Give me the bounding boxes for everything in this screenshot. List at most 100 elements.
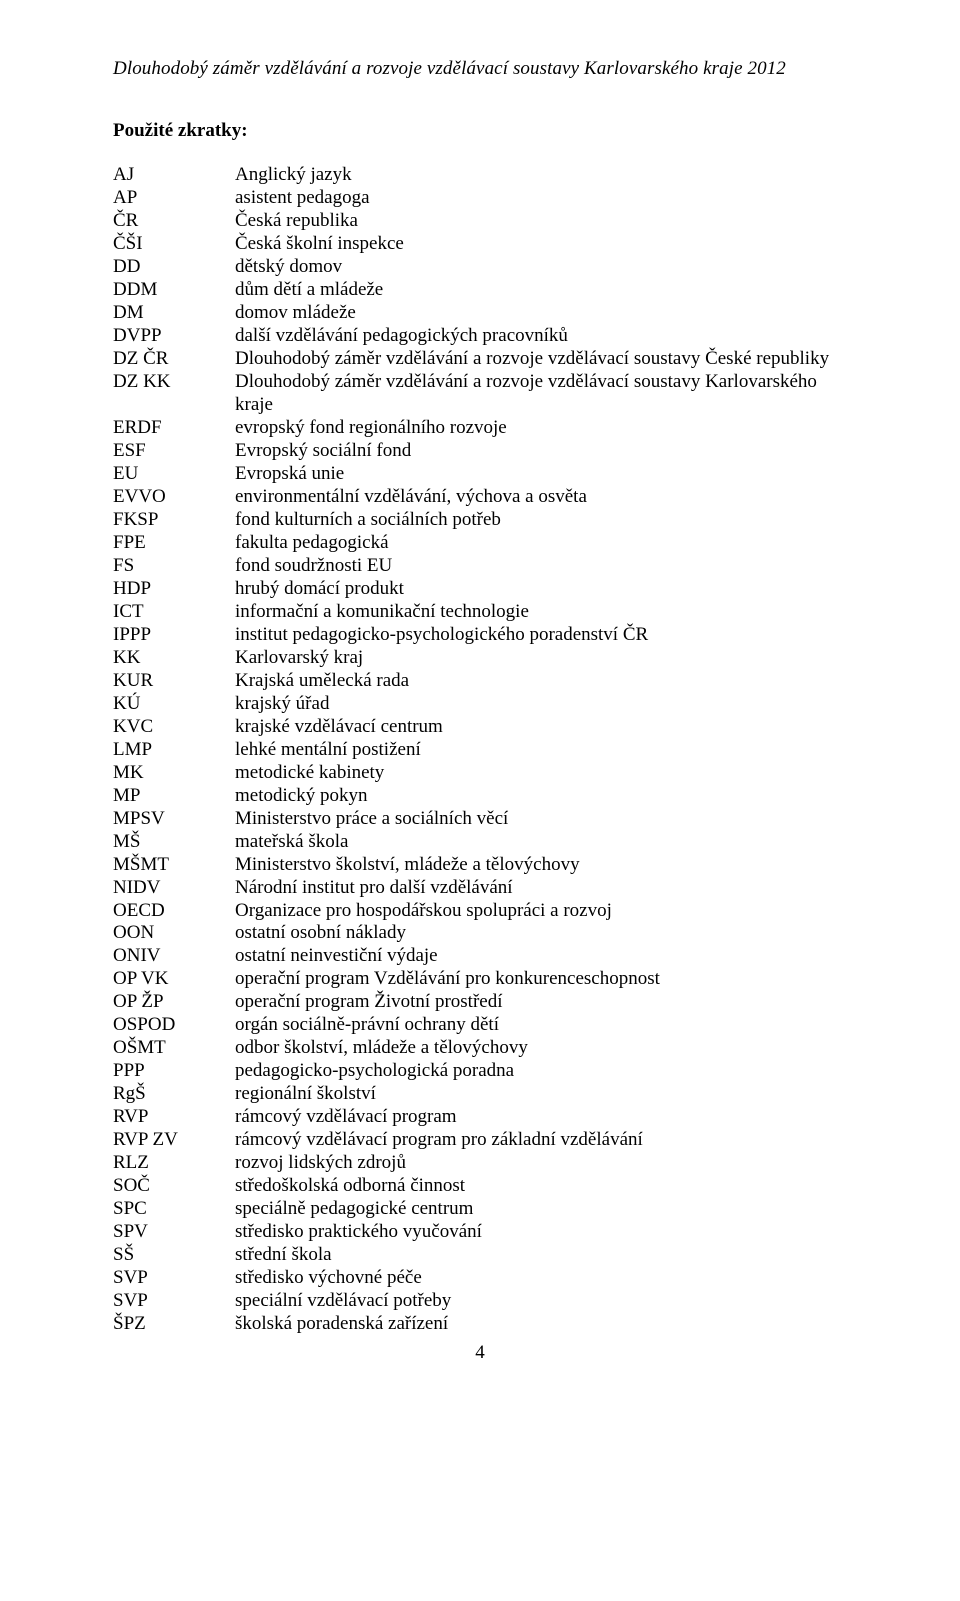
abbrev-row: MPmetodický pokyn — [113, 785, 847, 808]
abbrev-key: OP VK — [113, 968, 235, 991]
abbrev-value: dětský domov — [235, 256, 847, 279]
abbrev-key: KUR — [113, 670, 235, 693]
abbrev-row: FSfond soudržnosti EU — [113, 555, 847, 578]
abbrev-row: ESFEvropský sociální fond — [113, 440, 847, 463]
abbrev-key: OON — [113, 922, 235, 945]
abbrev-key: ČR — [113, 210, 235, 233]
abbrev-row: ČRČeská republika — [113, 210, 847, 233]
abbrev-key: OECD — [113, 900, 235, 923]
abbrev-value: Dlouhodobý záměr vzdělávání a rozvoje vz… — [235, 371, 847, 417]
abbrev-key: SVP — [113, 1267, 235, 1290]
abbrev-value: Anglický jazyk — [235, 164, 847, 187]
abbrev-key: RgŠ — [113, 1083, 235, 1106]
abbrev-row: DDMdům dětí a mládeže — [113, 279, 847, 302]
abbrev-value: středisko praktického vyučování — [235, 1221, 847, 1244]
abbrev-value: Česká republika — [235, 210, 847, 233]
abbrev-value: rozvoj lidských zdrojů — [235, 1152, 847, 1175]
abbrev-row: SOČstředoškolská odborná činnost — [113, 1175, 847, 1198]
abbrev-key: PPP — [113, 1060, 235, 1083]
abbrev-key: ESF — [113, 440, 235, 463]
abbrev-row: OP ŽPoperační program Životní prostředí — [113, 991, 847, 1014]
abbrev-value: Národní institut pro další vzdělávání — [235, 877, 847, 900]
abbrev-row: ERDFevropský fond regionálního rozvoje — [113, 417, 847, 440]
abbrev-row: AJAnglický jazyk — [113, 164, 847, 187]
abbrev-key: DDM — [113, 279, 235, 302]
abbrev-row: SVPspeciální vzdělávací potřeby — [113, 1290, 847, 1313]
abbrev-key: AJ — [113, 164, 235, 187]
abbrev-value: fond soudržnosti EU — [235, 555, 847, 578]
abbrev-value: hrubý domácí produkt — [235, 578, 847, 601]
abbrev-row: MKmetodické kabinety — [113, 762, 847, 785]
abbrev-row: IPPPinstitut pedagogicko-psychologického… — [113, 624, 847, 647]
abbrev-value: Organizace pro hospodářskou spolupráci a… — [235, 900, 847, 923]
abbrev-value: rámcový vzdělávací program pro základní … — [235, 1129, 847, 1152]
abbrev-row: EUEvropská unie — [113, 463, 847, 486]
abbrev-row: SŠstřední škola — [113, 1244, 847, 1267]
abbrev-key: SVP — [113, 1290, 235, 1313]
abbrev-key: DM — [113, 302, 235, 325]
abbrev-value: krajský úřad — [235, 693, 847, 716]
abbrev-key: SOČ — [113, 1175, 235, 1198]
abbrev-row: OSPODorgán sociálně-právní ochrany dětí — [113, 1014, 847, 1037]
abbrev-row: SPCspeciálně pedagogické centrum — [113, 1198, 847, 1221]
abbrev-key: SPV — [113, 1221, 235, 1244]
page-number: 4 — [113, 1342, 847, 1364]
abbrev-value: Karlovarský kraj — [235, 647, 847, 670]
abbrev-row: KÚkrajský úřad — [113, 693, 847, 716]
abbrev-key: RVP ZV — [113, 1129, 235, 1152]
abbrev-key: MP — [113, 785, 235, 808]
abbrev-key: EU — [113, 463, 235, 486]
abbrev-value: Krajská umělecká rada — [235, 670, 847, 693]
abbrev-value: regionální školství — [235, 1083, 847, 1106]
abbrev-key: DZ KK — [113, 371, 235, 417]
abbrev-value: asistent pedagoga — [235, 187, 847, 210]
abbrev-key: FPE — [113, 532, 235, 555]
abbrev-value: školská poradenská zařízení — [235, 1313, 847, 1336]
abbrev-key: OŠMT — [113, 1037, 235, 1060]
abbrev-row: MPSVMinisterstvo práce a sociálních věcí — [113, 808, 847, 831]
abbrev-row: SPVstředisko praktického vyučování — [113, 1221, 847, 1244]
abbrev-row: PPPpedagogicko-psychologická poradna — [113, 1060, 847, 1083]
abbrev-row: NIDVNárodní institut pro další vzděláván… — [113, 877, 847, 900]
abbrev-value: další vzdělávání pedagogických pracovník… — [235, 325, 847, 348]
abbrev-key: DZ ČR — [113, 348, 235, 371]
abbrev-key: IPPP — [113, 624, 235, 647]
abbrev-key: SPC — [113, 1198, 235, 1221]
abbrev-value: informační a komunikační technologie — [235, 601, 847, 624]
abbrev-row: KKKarlovarský kraj — [113, 647, 847, 670]
abbrev-row: KVCkrajské vzdělávací centrum — [113, 716, 847, 739]
abbrev-value: evropský fond regionálního rozvoje — [235, 417, 847, 440]
abbrev-value: ostatní neinvestiční výdaje — [235, 945, 847, 968]
abbrev-value: odbor školství, mládeže a tělovýchovy — [235, 1037, 847, 1060]
abbrev-value: Ministerstvo školství, mládeže a tělovýc… — [235, 854, 847, 877]
abbrev-key: ČŠI — [113, 233, 235, 256]
abbrev-value: Dlouhodobý záměr vzdělávání a rozvoje vz… — [235, 348, 847, 371]
abbreviations-table: AJAnglický jazykAPasistent pedagogaČRČes… — [113, 164, 847, 1336]
abbrev-row: APasistent pedagoga — [113, 187, 847, 210]
abbrev-row: OP VKoperační program Vzdělávání pro kon… — [113, 968, 847, 991]
abbrev-key: NIDV — [113, 877, 235, 900]
abbrev-row: DVPPdalší vzdělávání pedagogických praco… — [113, 325, 847, 348]
abbrev-row: RVP ZVrámcový vzdělávací program pro zák… — [113, 1129, 847, 1152]
abbrev-row: MŠmateřská škola — [113, 831, 847, 854]
abbrev-value: ostatní osobní náklady — [235, 922, 847, 945]
document-header-title: Dlouhodobý záměr vzdělávání a rozvoje vz… — [113, 58, 847, 80]
abbrev-value: Evropská unie — [235, 463, 847, 486]
abbrev-key: FS — [113, 555, 235, 578]
abbrev-value: metodický pokyn — [235, 785, 847, 808]
abbrev-value: mateřská škola — [235, 831, 847, 854]
abbrev-key: MK — [113, 762, 235, 785]
abbrev-value: Evropský sociální fond — [235, 440, 847, 463]
abbrev-row: SVPstředisko výchovné péče — [113, 1267, 847, 1290]
abbrev-value: Česká školní inspekce — [235, 233, 847, 256]
abbrev-key: OP ŽP — [113, 991, 235, 1014]
abbrev-value: rámcový vzdělávací program — [235, 1106, 847, 1129]
abbrev-key: MPSV — [113, 808, 235, 831]
abbrev-row: KURKrajská umělecká rada — [113, 670, 847, 693]
abbrev-row: MŠMTMinisterstvo školství, mládeže a těl… — [113, 854, 847, 877]
abbrev-key: LMP — [113, 739, 235, 762]
abbrev-key: KVC — [113, 716, 235, 739]
abbrev-key: MŠ — [113, 831, 235, 854]
abbrev-key: AP — [113, 187, 235, 210]
abbrev-value: operační program Vzdělávání pro konkuren… — [235, 968, 847, 991]
